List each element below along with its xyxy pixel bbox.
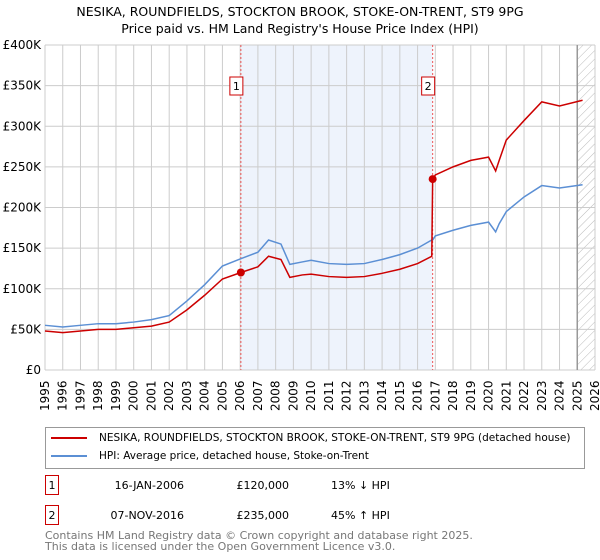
x-tick-label: 2026 — [588, 380, 600, 411]
x-tick-label: 2010 — [304, 380, 318, 411]
x-tick-label: 2008 — [269, 380, 283, 411]
sale-price: £235,000 — [236, 508, 290, 522]
chart-title: NESIKA, ROUNDFIELDS, STOCKTON BROOK, STO… — [76, 4, 524, 19]
x-tick-label: 2001 — [144, 380, 158, 411]
x-tick-label: 2000 — [127, 380, 141, 411]
transaction-row: 2 07-NOV-2016 £235,000 45% ↑ HPI — [45, 504, 390, 526]
hpi-diff: 13% ↓ HPI — [331, 478, 390, 492]
y-tick-label: £250K — [3, 160, 43, 174]
legend: NESIKA, ROUNDFIELDS, STOCKTON BROOK, STO… — [45, 427, 585, 469]
x-tick-label: 1999 — [109, 380, 123, 411]
y-tick-label: £50K — [10, 322, 42, 336]
x-tick-label: 2016 — [411, 380, 425, 411]
y-tick-label: £400K — [3, 38, 43, 52]
x-tick-label: 2003 — [180, 380, 194, 411]
legend-label: NESIKA, ROUNDFIELDS, STOCKTON BROOK, STO… — [99, 432, 571, 444]
x-tick-label: 2024 — [553, 380, 567, 411]
sale-marker-badge: 2 — [45, 505, 59, 525]
sale-marker-label: 1 — [233, 80, 240, 93]
sale-marker-label: 2 — [425, 80, 432, 93]
x-tick-label: 2023 — [535, 380, 549, 411]
x-tick-label: 2002 — [162, 380, 176, 411]
x-tick-label: 2022 — [517, 380, 531, 411]
x-tick-label: 2007 — [251, 380, 265, 411]
sale-price: £120,000 — [236, 478, 290, 492]
chart-subtitle: Price paid vs. HM Land Registry's House … — [121, 21, 479, 36]
x-tick-label: 2014 — [375, 380, 389, 411]
y-tick-label: £100K — [3, 282, 43, 296]
x-tick-label: 1997 — [73, 380, 87, 411]
sale-marker-box — [229, 76, 244, 96]
sale-point — [428, 175, 437, 184]
sale-point — [236, 268, 245, 277]
x-tick-label: 2012 — [340, 380, 354, 411]
y-tick-label: £200K — [3, 201, 43, 215]
price-chart: 1995 1996 1997 1998 1999 2000 2001 2002 2003 2004… — [3, 38, 600, 411]
legend-label: HPI: Average price, detached house, Stok… — [99, 450, 369, 462]
x-tick-label: 2019 — [464, 380, 478, 411]
y-tick-label: £350K — [3, 79, 43, 93]
x-tick-label: 2020 — [482, 380, 496, 411]
copyright-footer: Contains HM Land Registry data © Crown c… — [45, 530, 473, 552]
legend-item-hpi: HPI: Average price, detached house, Stok… — [51, 450, 369, 462]
x-tick-label: 2011 — [322, 380, 336, 411]
x-tick-label: 1995 — [38, 380, 52, 411]
sale-marker-box — [421, 76, 436, 96]
sale-date: 16-JAN-2006 — [114, 478, 184, 492]
y-tick-label: £300K — [3, 119, 43, 133]
legend-item-property: NESIKA, ROUNDFIELDS, STOCKTON BROOK, STO… — [51, 432, 570, 444]
sale-marker-badge: 1 — [45, 475, 59, 495]
x-tick-label: 2021 — [499, 380, 513, 411]
sale-date: 07-NOV-2016 — [110, 508, 184, 522]
x-tick-label: 2009 — [286, 380, 300, 411]
x-tick-label: 2017 — [428, 380, 442, 411]
x-tick-label: 2005 — [215, 380, 229, 411]
x-tick-label: 2015 — [393, 380, 407, 411]
red-line-swatch — [51, 437, 87, 439]
x-tick-label: 1996 — [56, 380, 70, 411]
transaction-row: 1 16-JAN-2006 £120,000 13% ↓ HPI — [45, 474, 390, 496]
property-series-line — [44, 99, 583, 334]
x-tick-label: 2025 — [570, 380, 584, 411]
x-tick-label: 2006 — [233, 380, 247, 411]
y-tick-label: £0 — [26, 363, 41, 377]
blue-line-swatch — [51, 455, 87, 457]
x-tick-label: 2013 — [357, 380, 371, 411]
y-tick-label: £150K — [3, 241, 43, 255]
x-tick-label: 1998 — [91, 380, 105, 411]
hpi-diff: 45% ↑ HPI — [331, 508, 390, 522]
x-tick-label: 2018 — [446, 380, 460, 411]
x-tick-label: 2004 — [198, 380, 212, 411]
footer-line: Contains HM Land Registry data © Crown c… — [45, 529, 473, 542]
footer-line: This data is licensed under the Open Gov… — [45, 540, 396, 553]
hpi-series-line — [44, 184, 583, 328]
